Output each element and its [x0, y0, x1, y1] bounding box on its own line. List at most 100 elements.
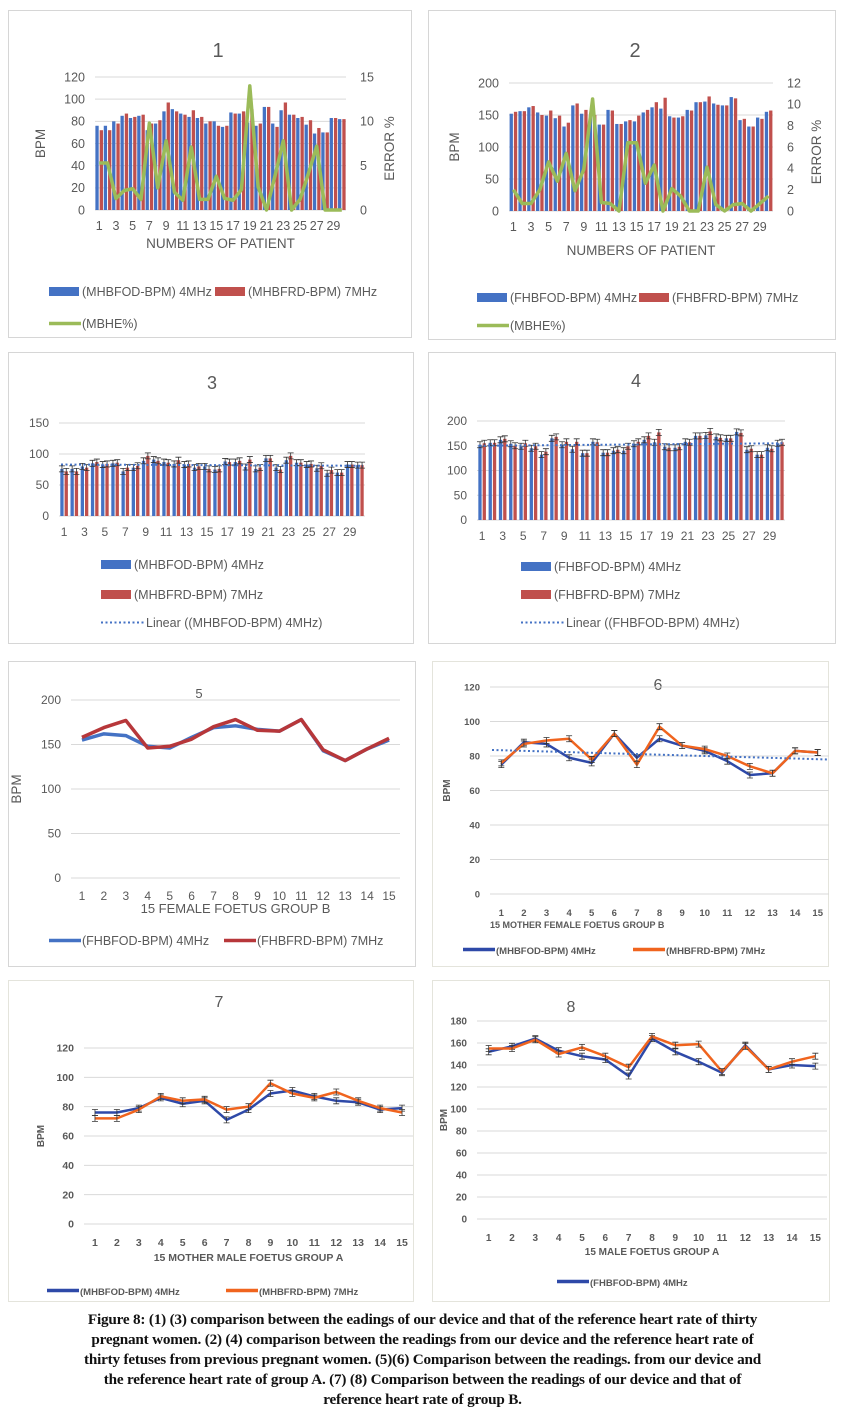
chart-panel-4: 4 0 50 100 150 200 1 3 5 7 9 11 13 15 17 19 21 23 25 27 29 (F… [428, 352, 836, 644]
y-tick-label: 0 [42, 509, 49, 523]
bar [321, 132, 325, 210]
x-tick-label: 29 [753, 220, 767, 234]
x-axis-label: 15 MOTHER MALE FOETUS GROUP A [154, 1252, 344, 1264]
error-bar [58, 465, 65, 473]
error-bar [548, 434, 555, 442]
error-bar [283, 456, 290, 464]
y-tick-label: 50 [36, 478, 50, 492]
chart-panel-8: 8 0 20 40 60 80 100 120 140 160 180 1 2 3 4 5 6 7 8 9 10 11 12… [432, 980, 830, 1302]
bar [356, 465, 360, 516]
bar [689, 110, 694, 211]
x-tick-label: 7 [122, 525, 129, 539]
caption-line: thirty fetuses from previous pregnant wo… [84, 1351, 761, 1368]
error-bar [485, 1045, 492, 1052]
x-tick-label: 12 [740, 1233, 752, 1244]
y-tick-label: 40 [469, 820, 480, 831]
x-tick-label: 14 [360, 889, 374, 903]
bar [527, 107, 531, 211]
x-tick-label: 7 [210, 889, 217, 903]
x-tick-label: 23 [701, 529, 715, 543]
x-tick-label: 9 [142, 525, 149, 539]
error-bar [150, 456, 157, 463]
x-tick-label: 19 [243, 219, 257, 233]
bar [641, 112, 645, 211]
bar [529, 448, 533, 520]
error-bar [267, 454, 274, 462]
x-tick-label: 9 [561, 529, 568, 543]
y-tick-label: 0 [492, 204, 499, 218]
bar [125, 467, 130, 516]
error-bar [701, 745, 708, 753]
chart-panel-6: 6 0 20 40 60 80 100 120 1 2 3 4 5 6 7 8 9 10 11 12 13 14 15 BPM… [432, 661, 829, 967]
legend-swatch [101, 590, 131, 599]
error-bar [566, 735, 573, 743]
bar [564, 441, 569, 520]
legend-label: (FHBFRD-BPM) 7MHz [257, 934, 383, 948]
x-tick-label: 6 [612, 908, 617, 919]
y-tick-label: 100 [41, 782, 61, 796]
bar [571, 105, 575, 211]
x-tick-label: 25 [718, 220, 732, 234]
series-line [488, 1037, 816, 1078]
bar [513, 111, 518, 211]
bar [636, 441, 640, 520]
error-bar [625, 1063, 632, 1071]
y2-tick-label: 10 [787, 98, 801, 112]
bar [549, 110, 553, 211]
x-tick-label: 7 [540, 529, 547, 543]
bar [707, 96, 711, 211]
chart-title: 1 [212, 40, 223, 62]
bar [238, 460, 242, 516]
bar [509, 443, 513, 520]
x-tick-label: 3 [528, 220, 535, 234]
bar [195, 118, 200, 210]
bar [124, 113, 129, 210]
x-tick-label: 14 [786, 1233, 798, 1244]
legend-label: (FHBFOD-BPM) 4MHz [590, 1278, 688, 1289]
y-tick-label: 100 [478, 140, 499, 154]
y-tick-label: 40 [62, 1160, 74, 1172]
x-axis-label: 15 MOTHER FEMALE FOETUS GROUP B [490, 920, 665, 930]
y-tick-label: 200 [447, 414, 467, 428]
error-bar [620, 447, 627, 455]
bar [550, 438, 554, 520]
y2-tick-label: 0 [360, 203, 367, 217]
y-tick-label: 80 [469, 751, 480, 762]
error-bar [579, 1044, 585, 1051]
bar [742, 118, 746, 211]
x-tick-label: 23 [276, 219, 290, 233]
bar [187, 463, 191, 516]
error-bar [679, 742, 686, 750]
bar [693, 435, 698, 520]
bar [158, 120, 162, 210]
error-bar [569, 445, 576, 453]
legend-swatch [477, 293, 507, 302]
error-bar [814, 749, 821, 756]
caption-line: pregnant women. (2) (4) comparison betwe… [91, 1331, 754, 1348]
bar [503, 438, 507, 520]
bar [645, 109, 650, 211]
bar [338, 119, 342, 210]
x-tick-label: 11 [160, 525, 173, 539]
error-bar [135, 1106, 142, 1113]
x-tick-label: 9 [580, 220, 587, 234]
x-tick-label: 9 [268, 1237, 274, 1249]
bar [553, 118, 557, 211]
legend-label: (FHBFRD-BPM) 7MHz [554, 588, 680, 602]
x-tick-label: 14 [790, 908, 801, 919]
bar [593, 115, 597, 211]
error-bar [501, 435, 508, 443]
y-tick-label: 120 [56, 1043, 74, 1055]
bar [90, 463, 95, 516]
y-tick-label: 0 [460, 513, 467, 527]
x-tick-label: 23 [282, 525, 296, 539]
bar [312, 133, 317, 210]
bar [712, 103, 716, 211]
error-bar [399, 1109, 406, 1116]
x-tick-label: 15 [209, 219, 223, 233]
bar [95, 462, 99, 516]
x-tick-label: 13 [767, 908, 778, 919]
error-bar [140, 457, 147, 465]
x-tick-label: 10 [273, 889, 287, 903]
chart-panel-1: 1 0 20 40 60 80 100 120 0 5 10 15 1 3 5 7 9 11 13 15 17 19 21 2… [8, 10, 412, 338]
